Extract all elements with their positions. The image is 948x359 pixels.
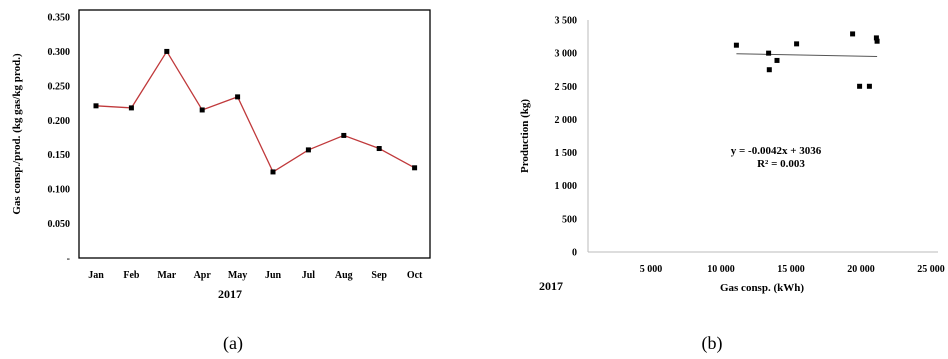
chart-b-data-point (850, 31, 856, 37)
chart-a-data-point (164, 48, 170, 54)
chart-b-corner-label: 2017 (539, 279, 563, 293)
chart-a-y-tick-label: 0.050 (48, 219, 71, 230)
chart-b-y-tick-label: 3 500 (555, 16, 578, 27)
chart-b-y-tick-label: 1 500 (555, 148, 578, 159)
chart-a-y-tick-label: - (67, 254, 70, 265)
chart-a-data-point (376, 146, 382, 152)
chart-b-data-point (733, 42, 739, 48)
chart-a-x-tick-label: Feb (123, 270, 140, 281)
chart-b-x-tick-label: 25 000 (917, 264, 945, 275)
chart-a-y-tick-label: 0.100 (48, 185, 71, 196)
chart-b-y-tick-label: 2 000 (555, 115, 578, 126)
chart-b-data-point (774, 57, 780, 63)
chart-a-y-tick-label: 0.200 (48, 116, 71, 127)
chart-b-y-axis-title: Production (kg) (519, 99, 531, 173)
chart-b: 3 500 3 000 2 500 2 000 1 500 1 000 500 0 5 000… (519, 16, 945, 295)
chart-a-x-tick-label: Apr (194, 270, 212, 281)
chart-b-data-point (766, 67, 772, 73)
caption-a: (a) (223, 333, 243, 354)
chart-b-data-point (857, 83, 863, 89)
chart-a-data-point (270, 169, 276, 175)
chart-a-x-tick-label: May (228, 270, 247, 281)
chart-a-data-point (199, 107, 205, 113)
chart-a-x-axis-title: 2017 (218, 287, 242, 301)
chart-a-x-tick-label: Sep (371, 270, 387, 281)
chart-a-data-point (235, 94, 241, 100)
chart-b-trendline (736, 53, 878, 58)
chart-a-y-tick-label: 0.300 (48, 47, 71, 58)
chart-a-x-tick-label: Jun (265, 270, 282, 281)
chart-b-data-point (866, 83, 872, 89)
chart-a-x-tick-label: Jan (88, 270, 104, 281)
chart-a-data-point (412, 165, 418, 171)
chart-a-x-tick-label: Oct (407, 270, 423, 281)
caption-b: (b) (702, 333, 723, 354)
chart-a-data-point (93, 103, 99, 109)
chart-a-plot-frame (78, 9, 431, 259)
chart-b-data-point (873, 35, 879, 41)
chart-a-x-tick-label: Aug (335, 270, 353, 281)
chart-a-x-tick-label: Mar (157, 270, 176, 281)
chart-b-data-point (766, 50, 772, 56)
chart-b-y-tick-label: 500 (562, 214, 577, 225)
chart-b-data-point (794, 41, 800, 47)
chart-b-x-tick-label: 15 000 (777, 264, 805, 275)
chart-a-data-point (128, 105, 134, 111)
chart-b-x-tick-label: 5 000 (640, 264, 663, 275)
chart-a: 0.350 0.300 0.250 0.200 0.150 0.100 0.050 - Jan… (11, 9, 431, 301)
chart-b-r-squared: R² = 0.003 (757, 158, 805, 170)
chart-b-y-tick-label: 0 (572, 248, 577, 259)
chart-b-y-tick-label: 2 500 (555, 82, 578, 93)
chart-a-x-tick-label: Jul (302, 270, 316, 281)
chart-b-trend-equation: y = -0.0042x + 3036 (731, 145, 822, 157)
chart-a-y-axis-title: Gas consp./prod. (kg gas/kg prod.) (11, 53, 23, 215)
chart-b-data-point (874, 38, 880, 44)
chart-b-x-axis-title: Gas consp. (kWh) (720, 282, 804, 294)
chart-a-data-point (305, 147, 311, 153)
chart-b-x-tick-label: 10 000 (707, 264, 735, 275)
chart-b-y-tick-label: 3 000 (555, 49, 578, 60)
chart-a-data-point (341, 132, 347, 138)
chart-b-x-tick-label: 20 000 (847, 264, 875, 275)
chart-a-series-line (95, 50, 415, 173)
chart-a-y-tick-label: 0.150 (48, 150, 71, 161)
chart-b-y-tick-label: 1 000 (555, 181, 578, 192)
chart-a-y-tick-label: 0.350 (48, 13, 71, 24)
chart-a-y-tick-label: 0.250 (48, 81, 71, 92)
